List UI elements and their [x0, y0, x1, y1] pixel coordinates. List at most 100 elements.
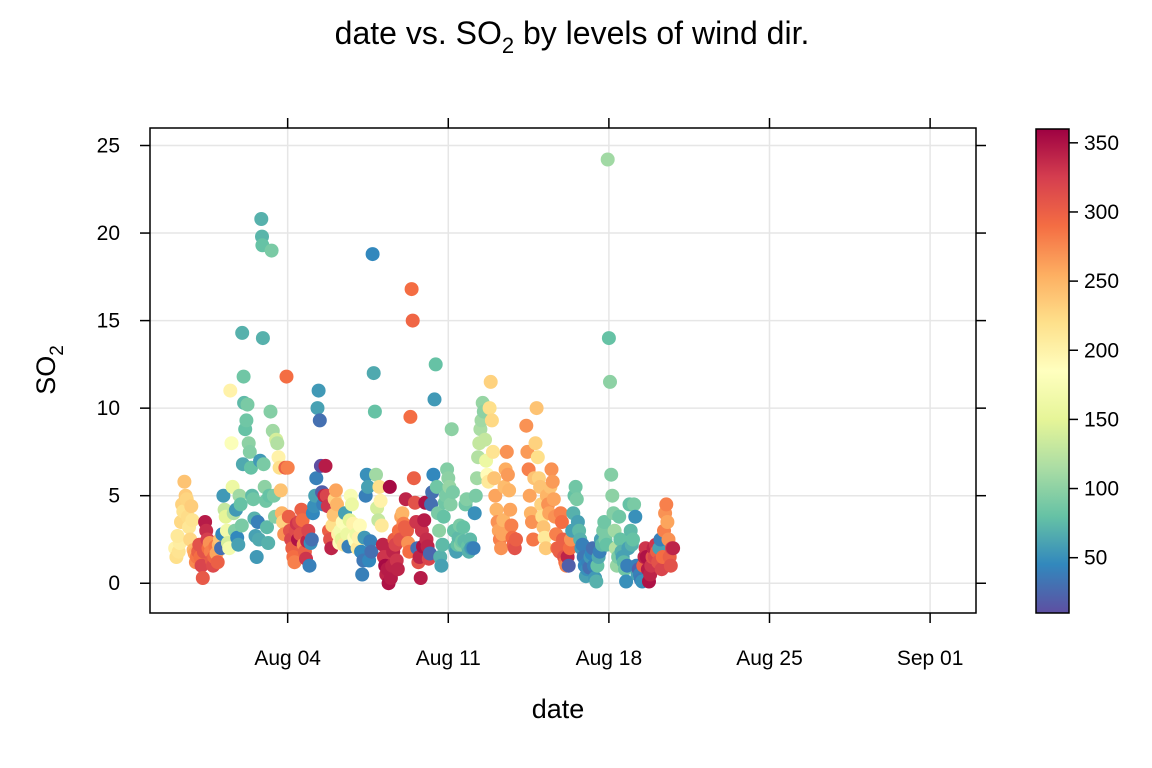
- data-point: [239, 413, 254, 428]
- x-axis-title: date: [532, 694, 585, 724]
- data-point: [184, 499, 199, 514]
- data-point: [597, 515, 612, 529]
- colorbar-ticks: 50 100 150 200 250 300 350: [1069, 132, 1119, 570]
- data-point: [600, 152, 615, 167]
- x-tick-label: Aug 11: [416, 647, 481, 670]
- data-point: [468, 488, 483, 503]
- data-point: [312, 413, 327, 428]
- data-point: [502, 483, 517, 498]
- data-point: [626, 532, 640, 547]
- data-point: [249, 550, 264, 564]
- x-tick-label: Sep 01: [897, 647, 964, 670]
- data-point: [466, 541, 481, 556]
- data-point: [382, 479, 397, 494]
- data-point: [509, 532, 523, 547]
- data-point: [546, 492, 561, 507]
- data-point: [444, 422, 459, 437]
- colorbar-tick-label: 100: [1084, 478, 1119, 501]
- data-point: [210, 555, 225, 570]
- data-point: [375, 537, 390, 552]
- data-point: [503, 502, 518, 517]
- data-point: [435, 537, 450, 552]
- data-point: [170, 529, 185, 543]
- data-point: [494, 541, 509, 556]
- data-point: [405, 313, 420, 328]
- data-point: [235, 325, 250, 340]
- y-tick-label: 0: [108, 572, 120, 595]
- data-point: [486, 444, 500, 459]
- data-point: [279, 369, 294, 384]
- data-point: [530, 450, 545, 465]
- data-point: [254, 212, 269, 226]
- data-point: [544, 462, 559, 477]
- data-point: [256, 457, 271, 472]
- data-point: [280, 460, 295, 475]
- data-point: [369, 467, 383, 482]
- data-point: [603, 374, 617, 389]
- data-point: [406, 471, 421, 486]
- data-point: [328, 483, 343, 498]
- chart-title: date vs. SO2 by levels of wind dir.: [335, 15, 810, 58]
- data-point: [429, 479, 444, 494]
- data-point: [255, 331, 270, 346]
- data-point: [428, 357, 443, 372]
- data-point: [364, 544, 379, 559]
- data-point: [528, 436, 543, 451]
- data-point: [483, 374, 498, 389]
- data-point: [366, 366, 381, 381]
- data-point: [488, 488, 503, 503]
- data-point: [273, 483, 288, 498]
- data-point: [240, 397, 255, 412]
- data-point: [231, 537, 246, 552]
- data-point: [177, 474, 192, 489]
- data-point: [666, 541, 681, 556]
- data-point: [372, 479, 387, 494]
- data-point: [242, 444, 257, 459]
- y-tick-label: 5: [108, 485, 120, 508]
- data-point: [270, 436, 285, 451]
- data-point: [318, 458, 333, 473]
- y-tick-label: 10: [97, 397, 120, 420]
- data-point: [246, 492, 261, 507]
- data-point: [554, 515, 569, 529]
- colorbar-tick-label: 350: [1084, 132, 1119, 155]
- data-point: [612, 509, 627, 524]
- data-point: [436, 509, 451, 524]
- data-point: [234, 518, 249, 533]
- data-point: [311, 383, 326, 398]
- data-point: [526, 532, 541, 547]
- plot-frame: [149, 127, 977, 614]
- colorbar-tick-label: 200: [1084, 339, 1119, 362]
- data-point: [400, 523, 414, 538]
- data-point: [374, 518, 389, 533]
- data-point: [260, 520, 274, 535]
- x-tick-label: Aug 18: [576, 647, 643, 670]
- data-point: [365, 247, 380, 262]
- data-point: [619, 574, 634, 589]
- data-point: [417, 513, 432, 528]
- data-point: [525, 515, 539, 529]
- data-point: [561, 558, 576, 573]
- data-point: [427, 392, 442, 407]
- data-point: [538, 541, 553, 556]
- colorbar-tick-label: 150: [1084, 408, 1119, 431]
- axis-ticks: Aug 04 Aug 11 Aug 18 Aug 25 Sep 01 0 5 10 15 20 25: [97, 118, 986, 670]
- data-point: [487, 471, 502, 486]
- data-point: [545, 474, 560, 489]
- x-tick-label: Aug 04: [254, 647, 321, 670]
- data-point: [216, 488, 231, 503]
- data-point: [660, 515, 675, 529]
- data-point: [223, 383, 238, 398]
- data-point: [537, 530, 552, 545]
- data-point: [233, 497, 248, 512]
- data-point: [432, 523, 447, 538]
- data-point: [456, 520, 471, 535]
- data-point: [659, 497, 674, 512]
- data-point: [271, 450, 286, 465]
- colorbar: [1035, 128, 1070, 614]
- data-point: [443, 497, 458, 512]
- data-point: [302, 558, 317, 573]
- data-point: [352, 518, 367, 533]
- data-point: [568, 479, 583, 494]
